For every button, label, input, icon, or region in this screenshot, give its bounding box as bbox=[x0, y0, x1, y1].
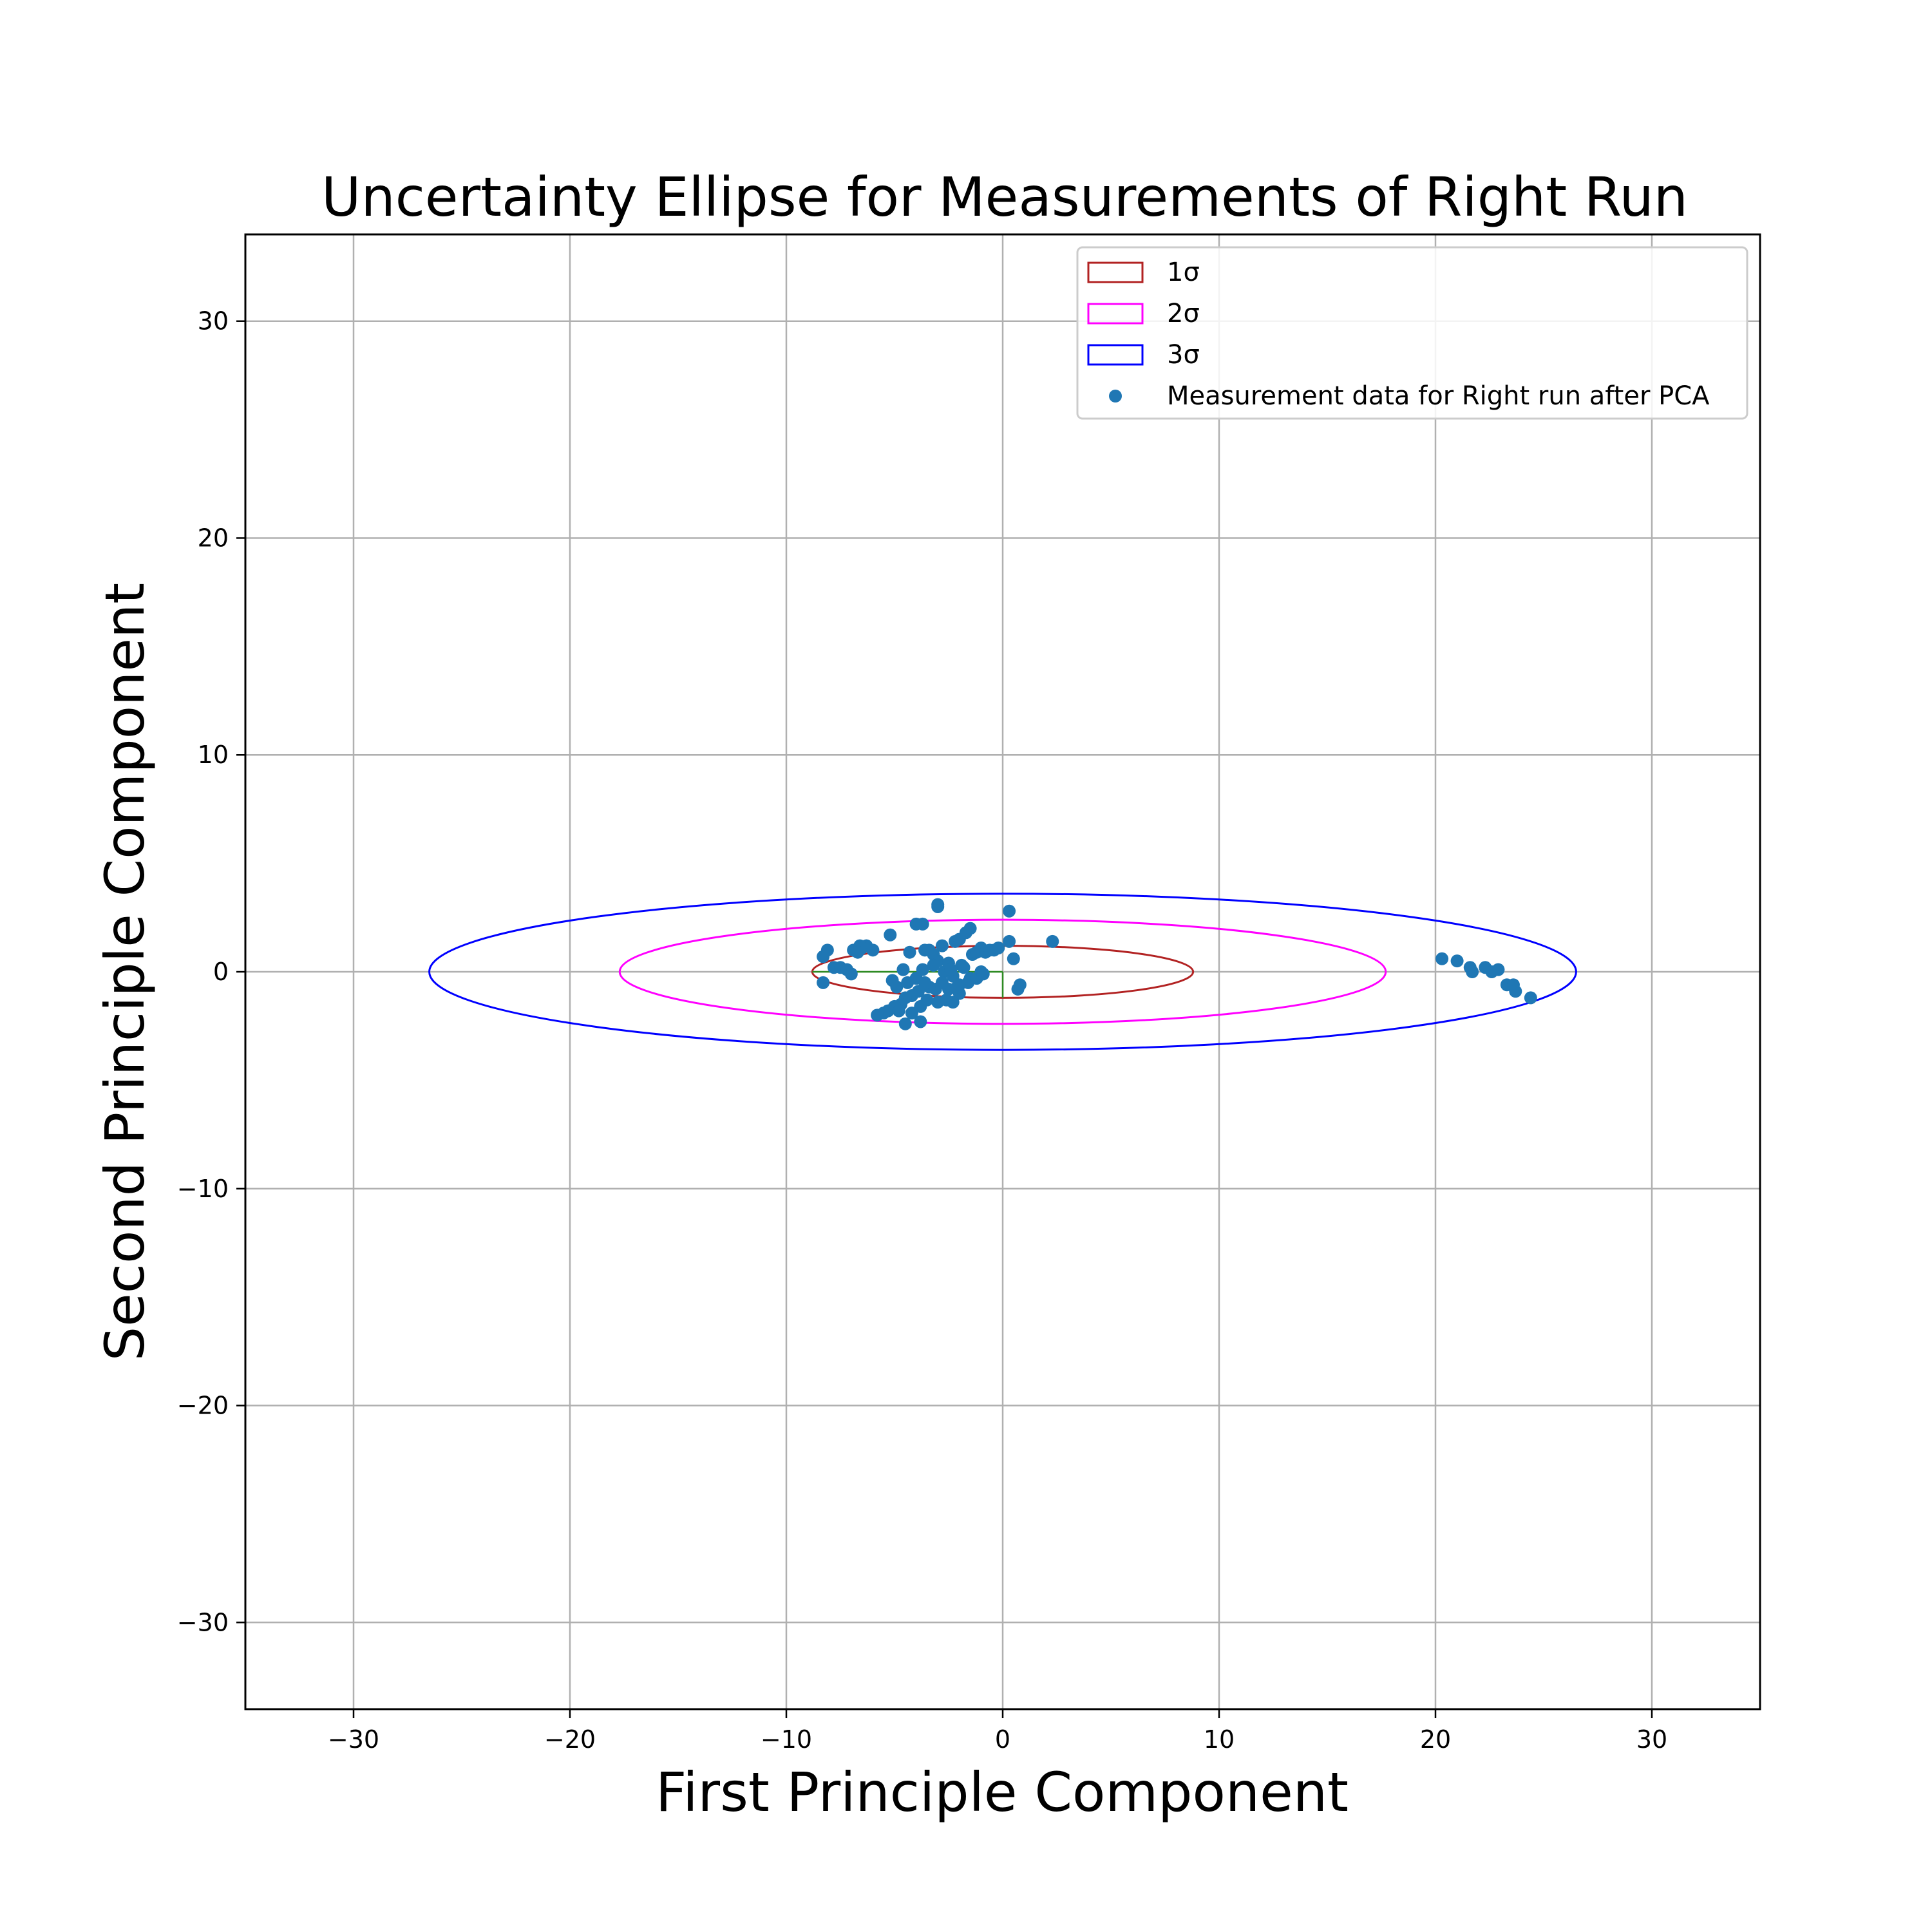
data-point bbox=[866, 943, 880, 957]
x-tick-label: 20 bbox=[1420, 1725, 1451, 1754]
scatter-points bbox=[817, 898, 1537, 1030]
x-axis-label: First Principle Component bbox=[656, 1761, 1349, 1824]
data-point bbox=[935, 939, 949, 952]
y-tick-label: 10 bbox=[198, 741, 229, 769]
y-tick-label: −20 bbox=[177, 1392, 229, 1420]
data-point bbox=[1492, 963, 1505, 976]
data-point bbox=[903, 945, 916, 959]
data-point bbox=[884, 928, 897, 942]
data-point bbox=[992, 941, 1005, 954]
x-tick-label: −10 bbox=[761, 1725, 812, 1754]
legend-label: 1σ bbox=[1167, 258, 1200, 287]
x-tick-label: −20 bbox=[544, 1725, 596, 1754]
data-point bbox=[1509, 985, 1522, 998]
data-point bbox=[1007, 952, 1020, 965]
y-axis-label: Second Principle Component bbox=[93, 583, 156, 1361]
data-point bbox=[944, 963, 958, 976]
y-tick-label: −30 bbox=[177, 1608, 229, 1636]
data-point bbox=[1524, 991, 1537, 1005]
legend-swatch bbox=[1087, 303, 1144, 325]
ellipse-3sigma bbox=[428, 893, 1577, 1051]
data-point bbox=[871, 1009, 884, 1022]
x-axis-ticks: −30 −20 −10 0 10 20 30 bbox=[328, 1709, 1667, 1754]
y-tick-label: 0 bbox=[213, 958, 229, 986]
x-tick-label: 10 bbox=[1204, 1725, 1235, 1754]
data-point bbox=[892, 1004, 905, 1018]
ellipse-2sigma bbox=[618, 918, 1387, 1025]
data-point bbox=[898, 1017, 912, 1030]
data-point bbox=[817, 976, 830, 989]
legend-swatch bbox=[1087, 344, 1144, 366]
y-axis-ticks: −30 −20 −10 0 10 20 30 bbox=[177, 307, 245, 1636]
x-tick-label: −30 bbox=[328, 1725, 379, 1754]
legend-marker bbox=[1109, 390, 1122, 402]
legend-label: 3σ bbox=[1167, 340, 1200, 370]
legend-frame bbox=[1076, 246, 1748, 420]
data-point bbox=[963, 922, 977, 935]
data-point bbox=[1003, 904, 1016, 918]
data-point bbox=[901, 976, 914, 989]
data-point bbox=[844, 967, 858, 981]
data-point bbox=[1466, 965, 1479, 978]
data-point bbox=[1450, 954, 1464, 968]
chart-title: Uncertainty Ellipse for Measurements of … bbox=[321, 166, 1688, 229]
data-point bbox=[820, 943, 834, 957]
data-point bbox=[914, 1015, 927, 1028]
data-point bbox=[896, 963, 910, 976]
y-tick-label: 20 bbox=[198, 524, 229, 552]
data-point bbox=[1011, 982, 1025, 996]
x-tick-label: 30 bbox=[1636, 1725, 1667, 1754]
data-point bbox=[890, 980, 904, 994]
data-point bbox=[1435, 952, 1449, 965]
data-point bbox=[1003, 934, 1016, 948]
data-point bbox=[927, 958, 940, 972]
data-point bbox=[931, 900, 945, 913]
data-point bbox=[957, 961, 971, 974]
legend-swatch bbox=[1087, 261, 1144, 283]
data-point bbox=[1046, 934, 1059, 948]
data-point bbox=[976, 967, 990, 981]
y-tick-label: −10 bbox=[177, 1175, 229, 1203]
data-point bbox=[851, 945, 864, 959]
data-point bbox=[916, 917, 929, 931]
data-point bbox=[951, 980, 964, 994]
legend-label: 2σ bbox=[1167, 299, 1200, 328]
legend-label: Measurement data for Right run after PCA bbox=[1167, 381, 1710, 411]
y-tick-label: 30 bbox=[198, 307, 229, 336]
legend: 1σ 2σ 3σ Measurement data for Right run aft… bbox=[1076, 246, 1748, 420]
data-point bbox=[914, 999, 927, 1013]
x-tick-label: 0 bbox=[995, 1725, 1010, 1754]
